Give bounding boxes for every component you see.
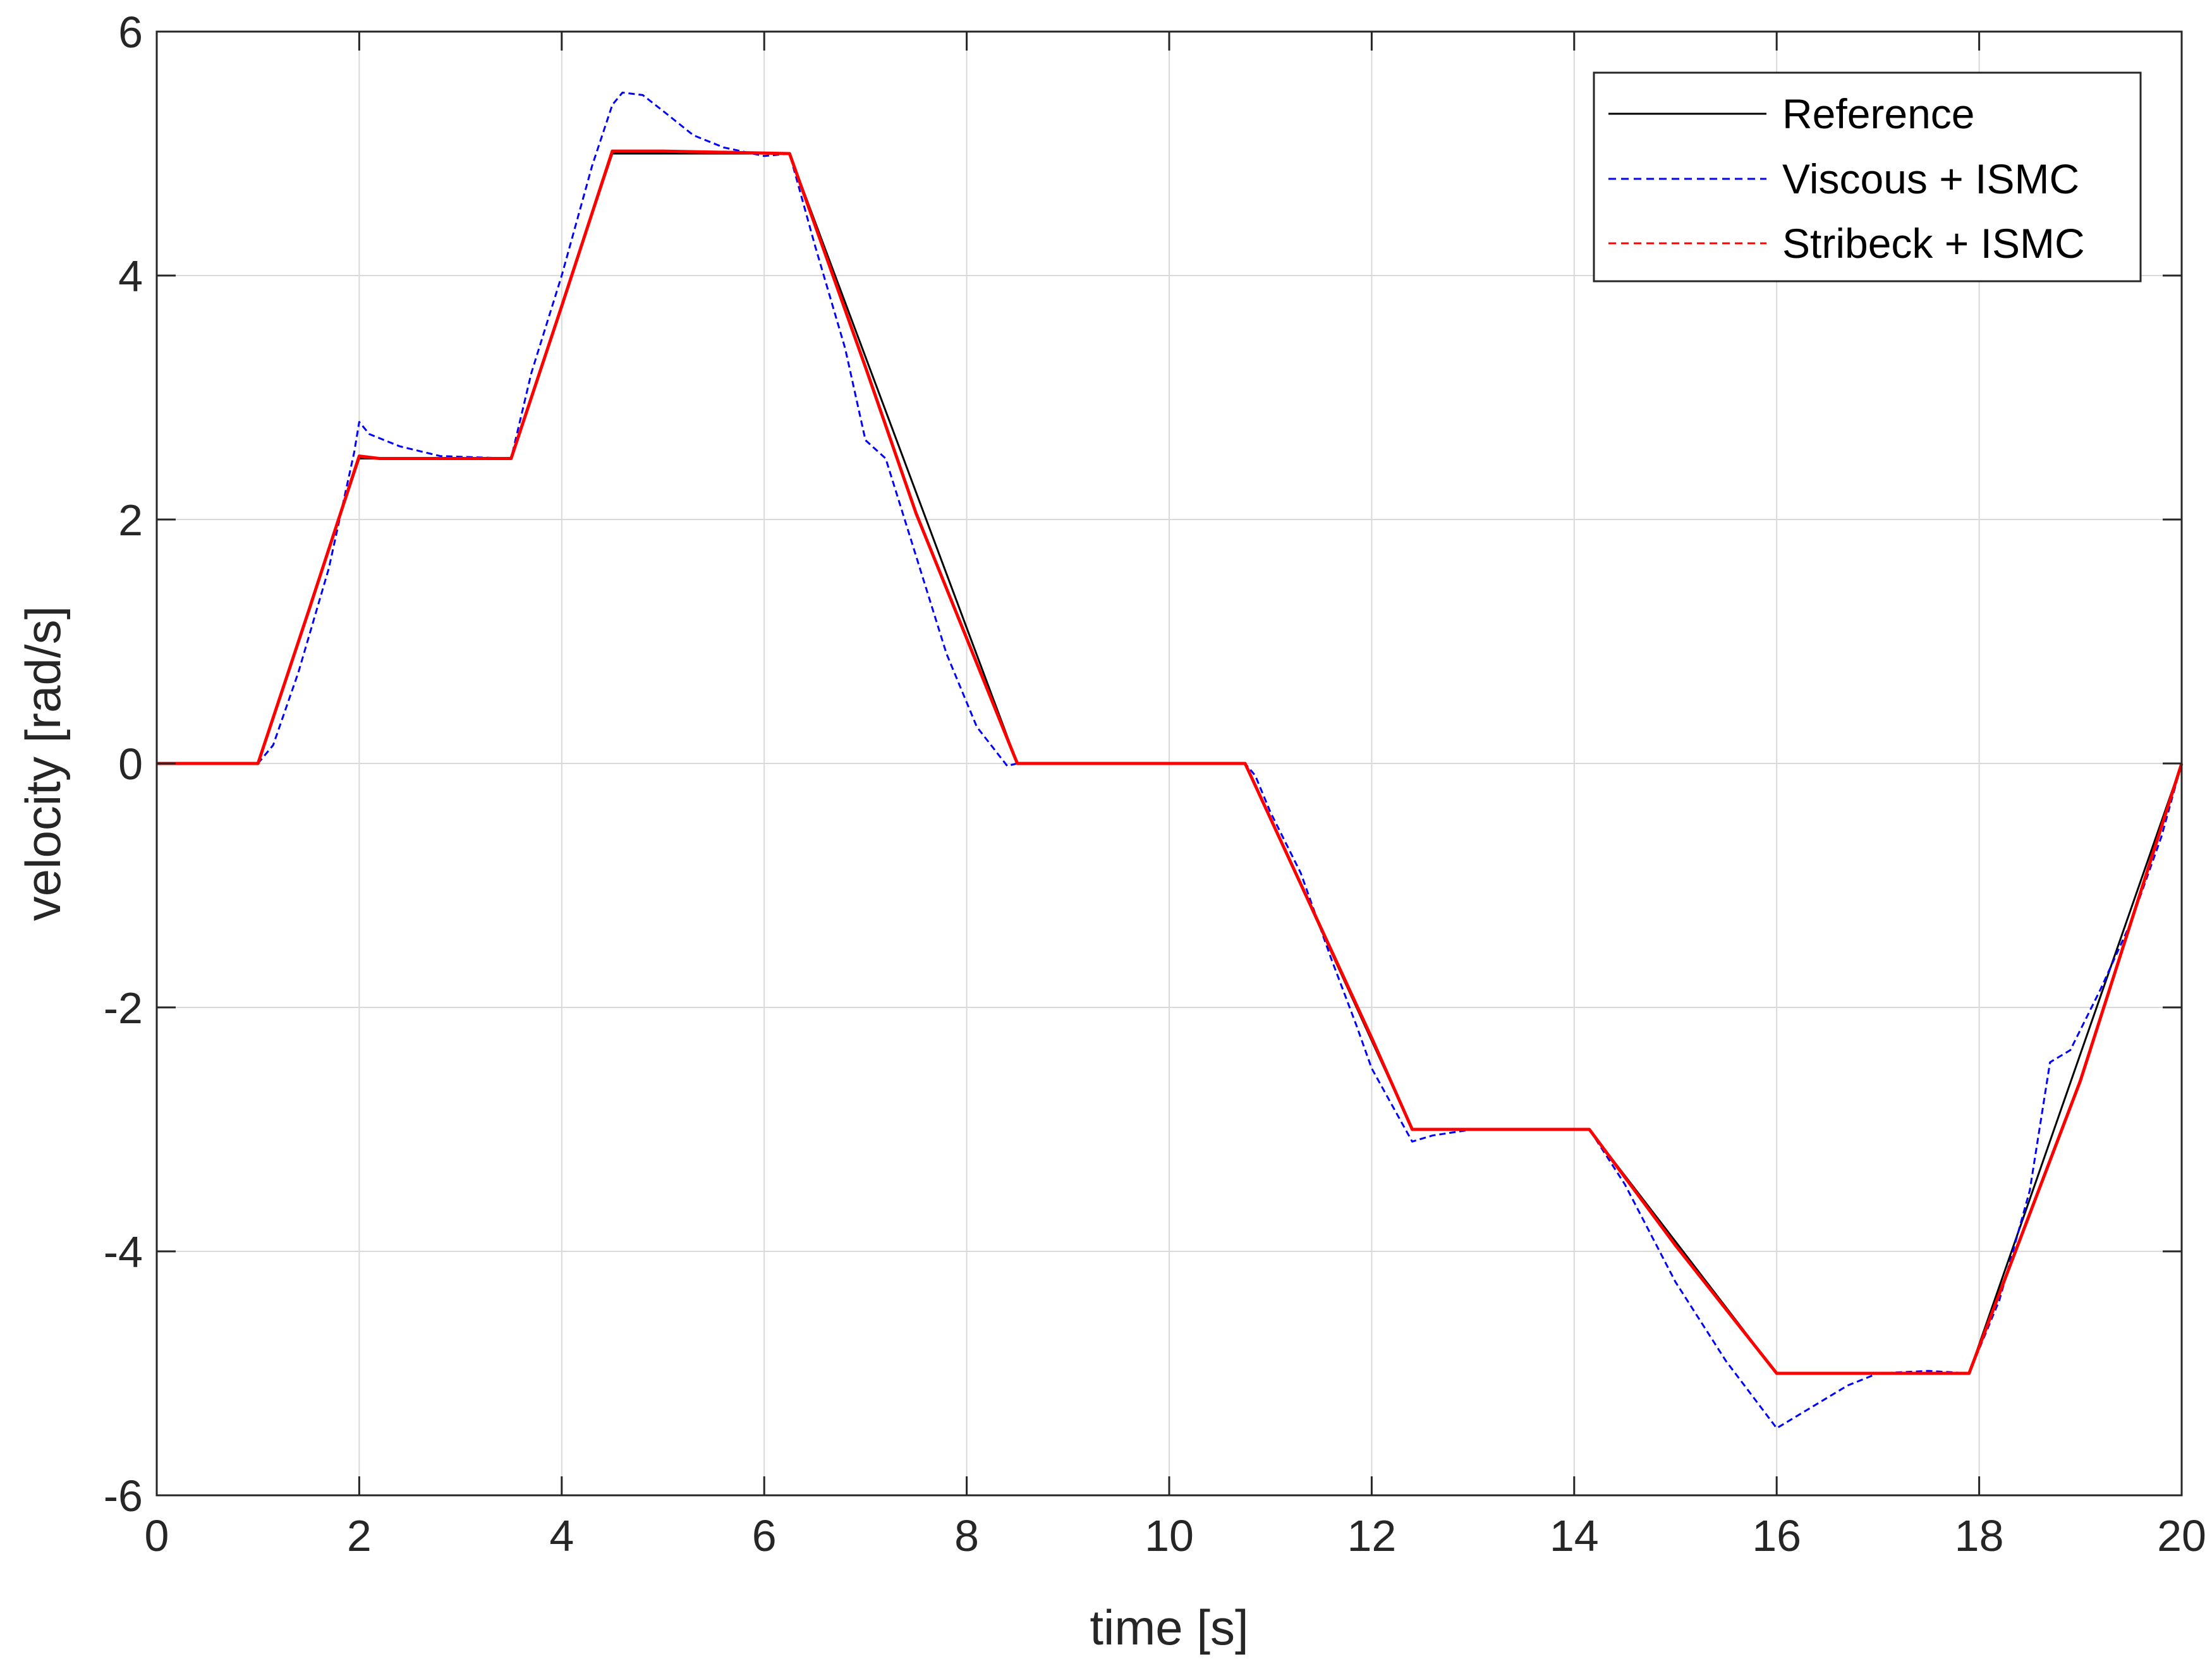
legend: Reference Viscous + ISMC Stribeck + ISMC xyxy=(1593,71,2142,283)
legend-label-reference: Reference xyxy=(1782,90,1975,137)
x-tick-label: 8 xyxy=(954,1511,979,1560)
y-tick-label: -6 xyxy=(104,1471,143,1521)
x-tick-label: 6 xyxy=(752,1511,777,1560)
series-lines xyxy=(157,92,2184,1430)
x-tick-label: 20 xyxy=(2157,1511,2206,1560)
x-tick-label: 18 xyxy=(1955,1511,2004,1560)
x-tick-label: 16 xyxy=(1752,1511,1801,1560)
y-tick-label: 4 xyxy=(118,252,143,301)
y-tick-label: 2 xyxy=(118,495,143,545)
y-tick-label: 6 xyxy=(118,8,143,57)
legend-box xyxy=(1593,71,2142,283)
x-tick-label: 0 xyxy=(145,1511,169,1560)
y-axis-title: velocity [rad/s] xyxy=(15,606,71,921)
legend-label-stribeck: Stribeck + ISMC xyxy=(1782,220,2085,267)
x-axis-title: time [s] xyxy=(1090,1600,1248,1655)
y-tick-label: -4 xyxy=(104,1227,143,1277)
x-tick-label: 12 xyxy=(1347,1511,1396,1560)
series-stribeck-ismc-line xyxy=(157,149,2184,1375)
x-tick-label: 10 xyxy=(1145,1511,1194,1560)
axis-ticks: 0 2 4 6 8 10 12 14 16 18 20 -6 -4 -2 0 2 4 6 xyxy=(104,8,2206,1560)
x-tick-label: 14 xyxy=(1550,1511,1599,1560)
y-tick-label: 0 xyxy=(118,739,143,789)
x-tick-label: 4 xyxy=(549,1511,574,1560)
legend-label-viscous: Viscous + ISMC xyxy=(1782,155,2079,202)
y-tick-label: -2 xyxy=(104,983,143,1033)
x-tick-label: 2 xyxy=(347,1511,372,1560)
